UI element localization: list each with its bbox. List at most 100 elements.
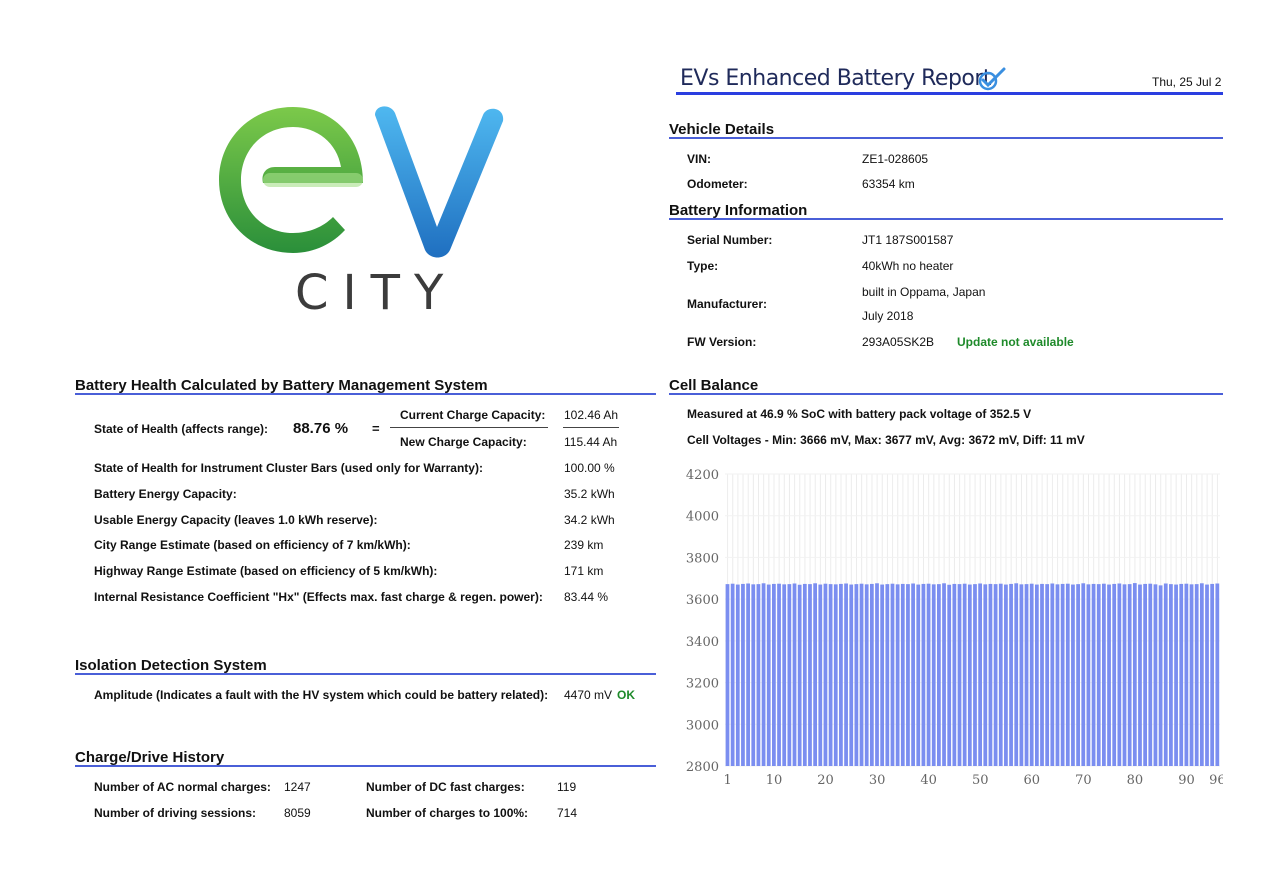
cell-voltage-bar [1086,584,1091,766]
cell-voltage-bar [973,584,977,766]
cell-voltage-bar [926,583,931,766]
x-tick-label: 60 [1024,773,1041,788]
cell-voltage-bar [1117,583,1122,766]
manufacturer-date: July 2018 [862,309,914,323]
cell-voltage-bar [1004,584,1008,766]
cell-voltage-bar [1102,583,1106,766]
serial-number-value: JT1 187S001587 [862,233,954,247]
cell-voltage-bar [813,583,818,766]
cell-voltage-bar [859,583,864,766]
cell-voltage-bar [751,584,756,766]
cell-voltage-bar [1019,584,1024,766]
isolation-status: OK [617,688,635,702]
cell-voltage-bar [962,583,967,766]
cell-voltage-bar [849,584,854,766]
cell-voltage-bar [833,584,838,766]
checkmark-logo-icon [978,66,1008,97]
odometer-value: 63354 km [862,177,915,191]
x-tick-label: 50 [972,773,989,788]
health-row-value: 171 km [564,564,604,578]
fw-version-value: 293A05SK2B [862,335,935,349]
cell-voltage-bar [1148,583,1153,766]
cell-voltage-bar [1210,583,1215,766]
x-tick-label: 90 [1178,773,1195,788]
cell-voltage-bar [1096,584,1101,766]
cell-voltage-bar [947,584,952,766]
cell-voltage-bar [735,584,740,766]
manufacturer-location: built in Oppama, Japan [862,285,986,299]
cell-voltage-bar [854,584,859,766]
driving-sessions-label: Number of driving sessions: [94,806,257,820]
isolation-rule [75,673,656,675]
cell-voltage-bar [880,584,885,766]
cell-voltage-bar [1179,583,1184,766]
cell-voltage-bar [942,583,946,766]
manufacturer-label: Manufacturer: [687,297,768,311]
cell-voltage-bar [844,583,848,766]
type-label: Type: [687,259,719,273]
type-value: 40kWh no heater [862,259,954,273]
cell-voltage-bar [725,584,730,766]
battery-health-rule [75,393,656,395]
cell-voltage-bar [839,583,843,766]
health-row-value: 100.00 % [564,461,615,475]
cell-voltage-bar [998,583,1003,766]
cell-voltage-bar [1065,583,1070,766]
y-tick-label: 3400 [686,635,719,650]
cell-voltage-bar [787,584,792,766]
cell-voltage-bar [1112,583,1117,766]
y-tick-label: 3600 [686,593,719,608]
cell-voltage-bar [772,583,776,766]
cell-voltage-bar [952,583,957,766]
x-tick-label: 10 [766,773,783,788]
cell-voltage-bar [1163,583,1168,766]
cell-voltage-bar [1215,583,1220,766]
fw-update-status: Update not available [957,335,1074,349]
cell-voltage-bar [730,583,735,766]
current-capacity-label: Current Charge Capacity: [400,408,546,422]
cell-voltage-bar [797,584,802,766]
cell-voltage-bar [1169,584,1173,766]
cell-voltage-bar [828,584,833,766]
health-row-value: 34.2 kWh [564,513,615,527]
cell-voltage-bar [978,583,983,766]
x-tick-label: 20 [817,773,834,788]
isolation-value: 4470 mV [564,688,613,702]
new-capacity-label: New Charge Capacity: [400,435,527,449]
cell-voltage-bar [777,583,781,766]
x-tick-label: 40 [920,773,937,788]
health-row-value: 83.44 % [564,590,609,604]
report-date: Thu, 25 Jul 2 [1152,75,1222,89]
cell-voltage-bar [900,583,905,766]
health-row-label: City Range Estimate (based on efficiency… [94,538,411,552]
y-tick-label: 3800 [686,551,719,566]
y-tick-label: 4000 [686,510,719,525]
cell-voltage-bar [1045,584,1050,766]
health-row-label: Highway Range Estimate (based on efficie… [94,564,438,578]
soh-value: 88.76 % [293,420,349,437]
cell-voltage-bar [1127,584,1132,766]
cell-voltage-bar [818,584,823,766]
cell-voltage-bar [823,583,828,766]
new-capacity-value: 115.44 Ah [564,435,618,449]
health-row-label: Usable Energy Capacity (leaves 1.0 kWh r… [94,513,378,527]
cell-voltage-bar [864,584,869,766]
cell-voltage-bar [993,584,998,766]
health-row-label: Internal Resistance Coefficient "Hx" (Ef… [94,590,543,604]
current-capacity-value: 102.46 Ah [564,408,619,422]
vin-value: ZE1-028605 [862,152,929,166]
dc-charges-label: Number of DC fast charges: [366,780,525,794]
cell-voltage-bar [1009,583,1013,766]
dc-charges-value: 119 [557,780,577,794]
battery-health-title: Battery Health Calculated by Battery Man… [75,377,488,394]
cell-voltage-bar [1034,584,1039,766]
cell-voltage-bar [1158,585,1163,766]
y-tick-label: 2800 [686,760,719,775]
cell-voltage-bar [1060,583,1065,766]
cell-voltage-bar [1091,583,1096,766]
health-row-label: State of Health for Instrument Cluster B… [94,461,483,475]
y-tick-label: 3000 [686,718,719,733]
ac-charges-value: 1247 [284,780,311,794]
x-tick-label: 1 [723,773,731,788]
cell-voltage-bar [792,583,797,766]
